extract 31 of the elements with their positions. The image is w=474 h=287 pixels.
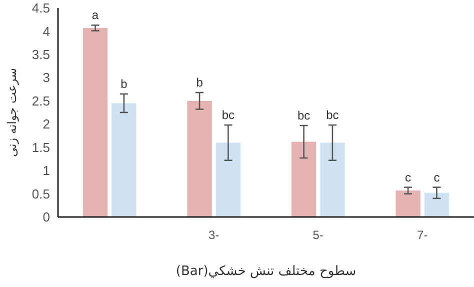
- bar: [187, 100, 212, 217]
- bar: [396, 190, 420, 217]
- bar: [424, 192, 450, 217]
- y-tick-label: 3.5: [32, 46, 50, 62]
- y-tick-label: 2.5: [32, 93, 50, 108]
- data-label: b: [196, 76, 204, 90]
- data-label: bc: [297, 108, 310, 123]
- y-tick-label: 3: [42, 70, 50, 86]
- data-label: bc: [326, 108, 339, 122]
- bar: [320, 142, 345, 217]
- bar: [216, 142, 241, 217]
- data-label: b: [120, 76, 128, 91]
- x-tick-label: 3-: [208, 228, 220, 242]
- y-tick-label: 4: [42, 24, 50, 39]
- data-label: c: [434, 170, 440, 184]
- bar: [291, 142, 316, 217]
- x-axis-title: سطوح مختلف تنش خشكي(Bar): [176, 264, 356, 279]
- y-tick-label: 0.5: [32, 186, 50, 202]
- x-tick-label: 5-: [312, 228, 324, 242]
- y-tick-label: 2: [42, 116, 50, 132]
- bar: [82, 28, 108, 217]
- bar: [112, 103, 136, 217]
- data-label: a: [92, 8, 99, 22]
- data-label: bc: [222, 108, 235, 122]
- y-tick-label: 1.5: [32, 140, 50, 155]
- data-label: c: [405, 170, 412, 184]
- y-tick-label: 0: [42, 210, 50, 225]
- y-tick-label: 4.5: [32, 0, 50, 16]
- y-axis-title: سرعت جوانه زنی: [5, 68, 19, 158]
- x-tick-label: 7-: [417, 228, 428, 242]
- y-tick-label: 1: [42, 163, 50, 178]
